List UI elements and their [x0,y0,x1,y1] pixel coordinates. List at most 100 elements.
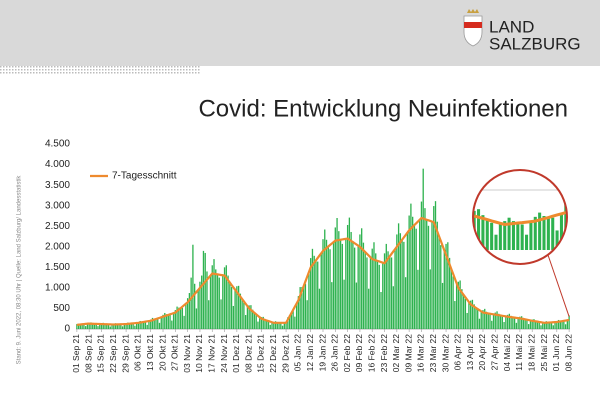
bar [85,326,87,329]
x-tick-label: 05 Jan 22 [293,334,303,372]
bar [165,314,168,329]
bar [250,305,252,329]
bar [260,317,263,329]
bar [380,292,382,329]
x-tick-label: 29 Dez 21 [280,334,290,373]
x-tick-label: 06 Okt 21 [133,334,143,371]
bar [389,256,391,329]
bar [352,242,354,329]
avg-line [76,216,570,326]
bar [331,282,333,329]
x-tick-label: 19 Jan 22 [317,334,327,372]
bar [513,318,516,329]
x-tick-label: 08 Jun 22 [563,334,573,372]
bar [262,316,264,329]
bar [281,325,284,329]
bar [329,249,331,329]
x-tick-label: 09 Feb 22 [354,334,364,373]
bar [97,326,99,329]
x-tick-label: 15 Sep 21 [96,334,106,373]
x-tick-label: 08 Dez 21 [243,334,253,373]
logo-line2: SALZBURG [489,34,581,53]
bar [185,303,187,329]
bar [403,241,405,329]
bar [308,271,310,329]
bar [516,222,520,250]
bar [404,277,407,329]
bar [482,310,484,329]
bar [132,323,134,329]
bar [106,324,108,329]
bar [517,317,519,329]
bar [448,257,451,329]
bar [99,324,101,329]
bar [375,253,377,329]
x-tick-label: 04 Mai 22 [502,334,512,372]
bar [410,203,412,329]
bar [455,283,458,329]
y-tick-label: 1.500 [45,262,70,273]
bar [144,322,147,329]
bar [237,285,240,329]
bar [447,242,449,329]
bar [543,322,546,329]
bar [229,282,231,329]
bar [310,258,312,329]
bar [288,315,291,329]
bar [139,320,141,329]
bar [431,221,433,329]
bar [248,305,250,329]
x-tick-label: 18 Mai 22 [526,334,536,372]
bar [158,322,161,329]
x-tick-label: 02 Feb 22 [342,334,352,373]
chart-title: Covid: Entwicklung Neuinfektionen [198,95,568,122]
bar [178,307,180,329]
bar [551,217,555,250]
x-tick-label: 22 Dez 21 [268,334,278,373]
bar [220,299,222,329]
bar [209,275,212,329]
bar [443,250,445,329]
bar [466,312,468,329]
bar [118,324,120,329]
x-tick-label: 27 Apr 22 [490,334,500,371]
bar [195,308,198,329]
bar [183,315,185,329]
bar [396,234,398,329]
bar [194,283,196,329]
bar [496,311,498,329]
x-tick-label: 25 Mai 22 [539,334,549,372]
bar [481,215,485,250]
bar [301,287,303,329]
x-tick-label: 22 Sep 21 [108,334,118,373]
bar [274,321,277,329]
bar [533,319,535,329]
x-tick-label: 29 Sep 21 [120,334,130,373]
bar [429,269,431,329]
bar [332,242,335,329]
bar [271,322,273,329]
x-tick-label: 26 Jan 22 [330,334,340,372]
bar [520,224,524,250]
bar [397,223,400,329]
bar [311,248,314,329]
bar [484,308,486,329]
bar [468,301,470,329]
bar [433,206,435,329]
x-tick-label: 09 Mar 22 [403,334,413,373]
bar [334,227,336,329]
bar [499,315,502,329]
x-tick-label: 20 Okt 21 [157,334,167,371]
bar [510,315,512,329]
bar [531,319,533,329]
bar [485,219,489,250]
bar [434,201,437,329]
y-tick-label: 3.500 [45,180,70,191]
bar [325,239,328,329]
bar [83,324,85,329]
bar [519,316,521,329]
bar [153,318,155,329]
bar [297,296,300,329]
bar [554,322,556,329]
x-tick-label: 11 Mai 22 [514,334,524,371]
